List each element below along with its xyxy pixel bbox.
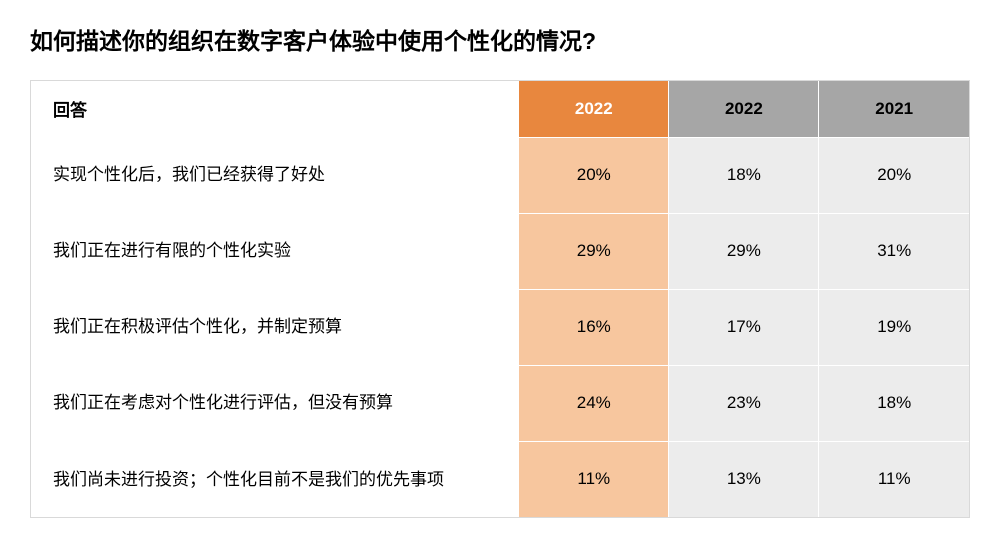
table-row: 我们正在考虑对个性化进行评估，但没有预算24%23%18% [31, 365, 969, 441]
answer-cell: 我们正在进行有限的个性化实验 [31, 213, 519, 289]
year-header-2: 2021 [819, 81, 969, 137]
value-cell: 20% [519, 137, 669, 213]
value-cell: 29% [519, 213, 669, 289]
value-cell: 23% [669, 365, 819, 441]
table-row: 我们正在积极评估个性化，并制定预算16%17%19% [31, 289, 969, 365]
answer-cell: 我们正在积极评估个性化，并制定预算 [31, 289, 519, 365]
page-title: 如何描述你的组织在数字客户体验中使用个性化的情况? [30, 22, 970, 56]
value-cell: 29% [669, 213, 819, 289]
value-cell: 24% [519, 365, 669, 441]
answer-header: 回答 [31, 81, 519, 137]
value-cell: 17% [669, 289, 819, 365]
value-cell: 16% [519, 289, 669, 365]
value-cell: 19% [819, 289, 969, 365]
table-row: 我们正在进行有限的个性化实验29%29%31% [31, 213, 969, 289]
year-header-0: 2022 [519, 81, 669, 137]
value-cell: 11% [819, 441, 969, 517]
value-cell: 13% [669, 441, 819, 517]
value-cell: 18% [819, 365, 969, 441]
value-cell: 31% [819, 213, 969, 289]
answer-cell: 我们正在考虑对个性化进行评估，但没有预算 [31, 365, 519, 441]
value-cell: 20% [819, 137, 969, 213]
survey-table-wrapper: 回答 2022 2022 2021 实现个性化后，我们已经获得了好处20%18%… [30, 80, 970, 518]
value-cell: 11% [519, 441, 669, 517]
table-row: 我们尚未进行投资；个性化目前不是我们的优先事项11%13%11% [31, 441, 969, 517]
value-cell: 18% [669, 137, 819, 213]
survey-table: 回答 2022 2022 2021 实现个性化后，我们已经获得了好处20%18%… [31, 81, 969, 517]
table-row: 实现个性化后，我们已经获得了好处20%18%20% [31, 137, 969, 213]
table-header-row: 回答 2022 2022 2021 [31, 81, 969, 137]
answer-cell: 我们尚未进行投资；个性化目前不是我们的优先事项 [31, 441, 519, 517]
answer-cell: 实现个性化后，我们已经获得了好处 [31, 137, 519, 213]
table-body: 实现个性化后，我们已经获得了好处20%18%20%我们正在进行有限的个性化实验2… [31, 137, 969, 517]
year-header-1: 2022 [669, 81, 819, 137]
